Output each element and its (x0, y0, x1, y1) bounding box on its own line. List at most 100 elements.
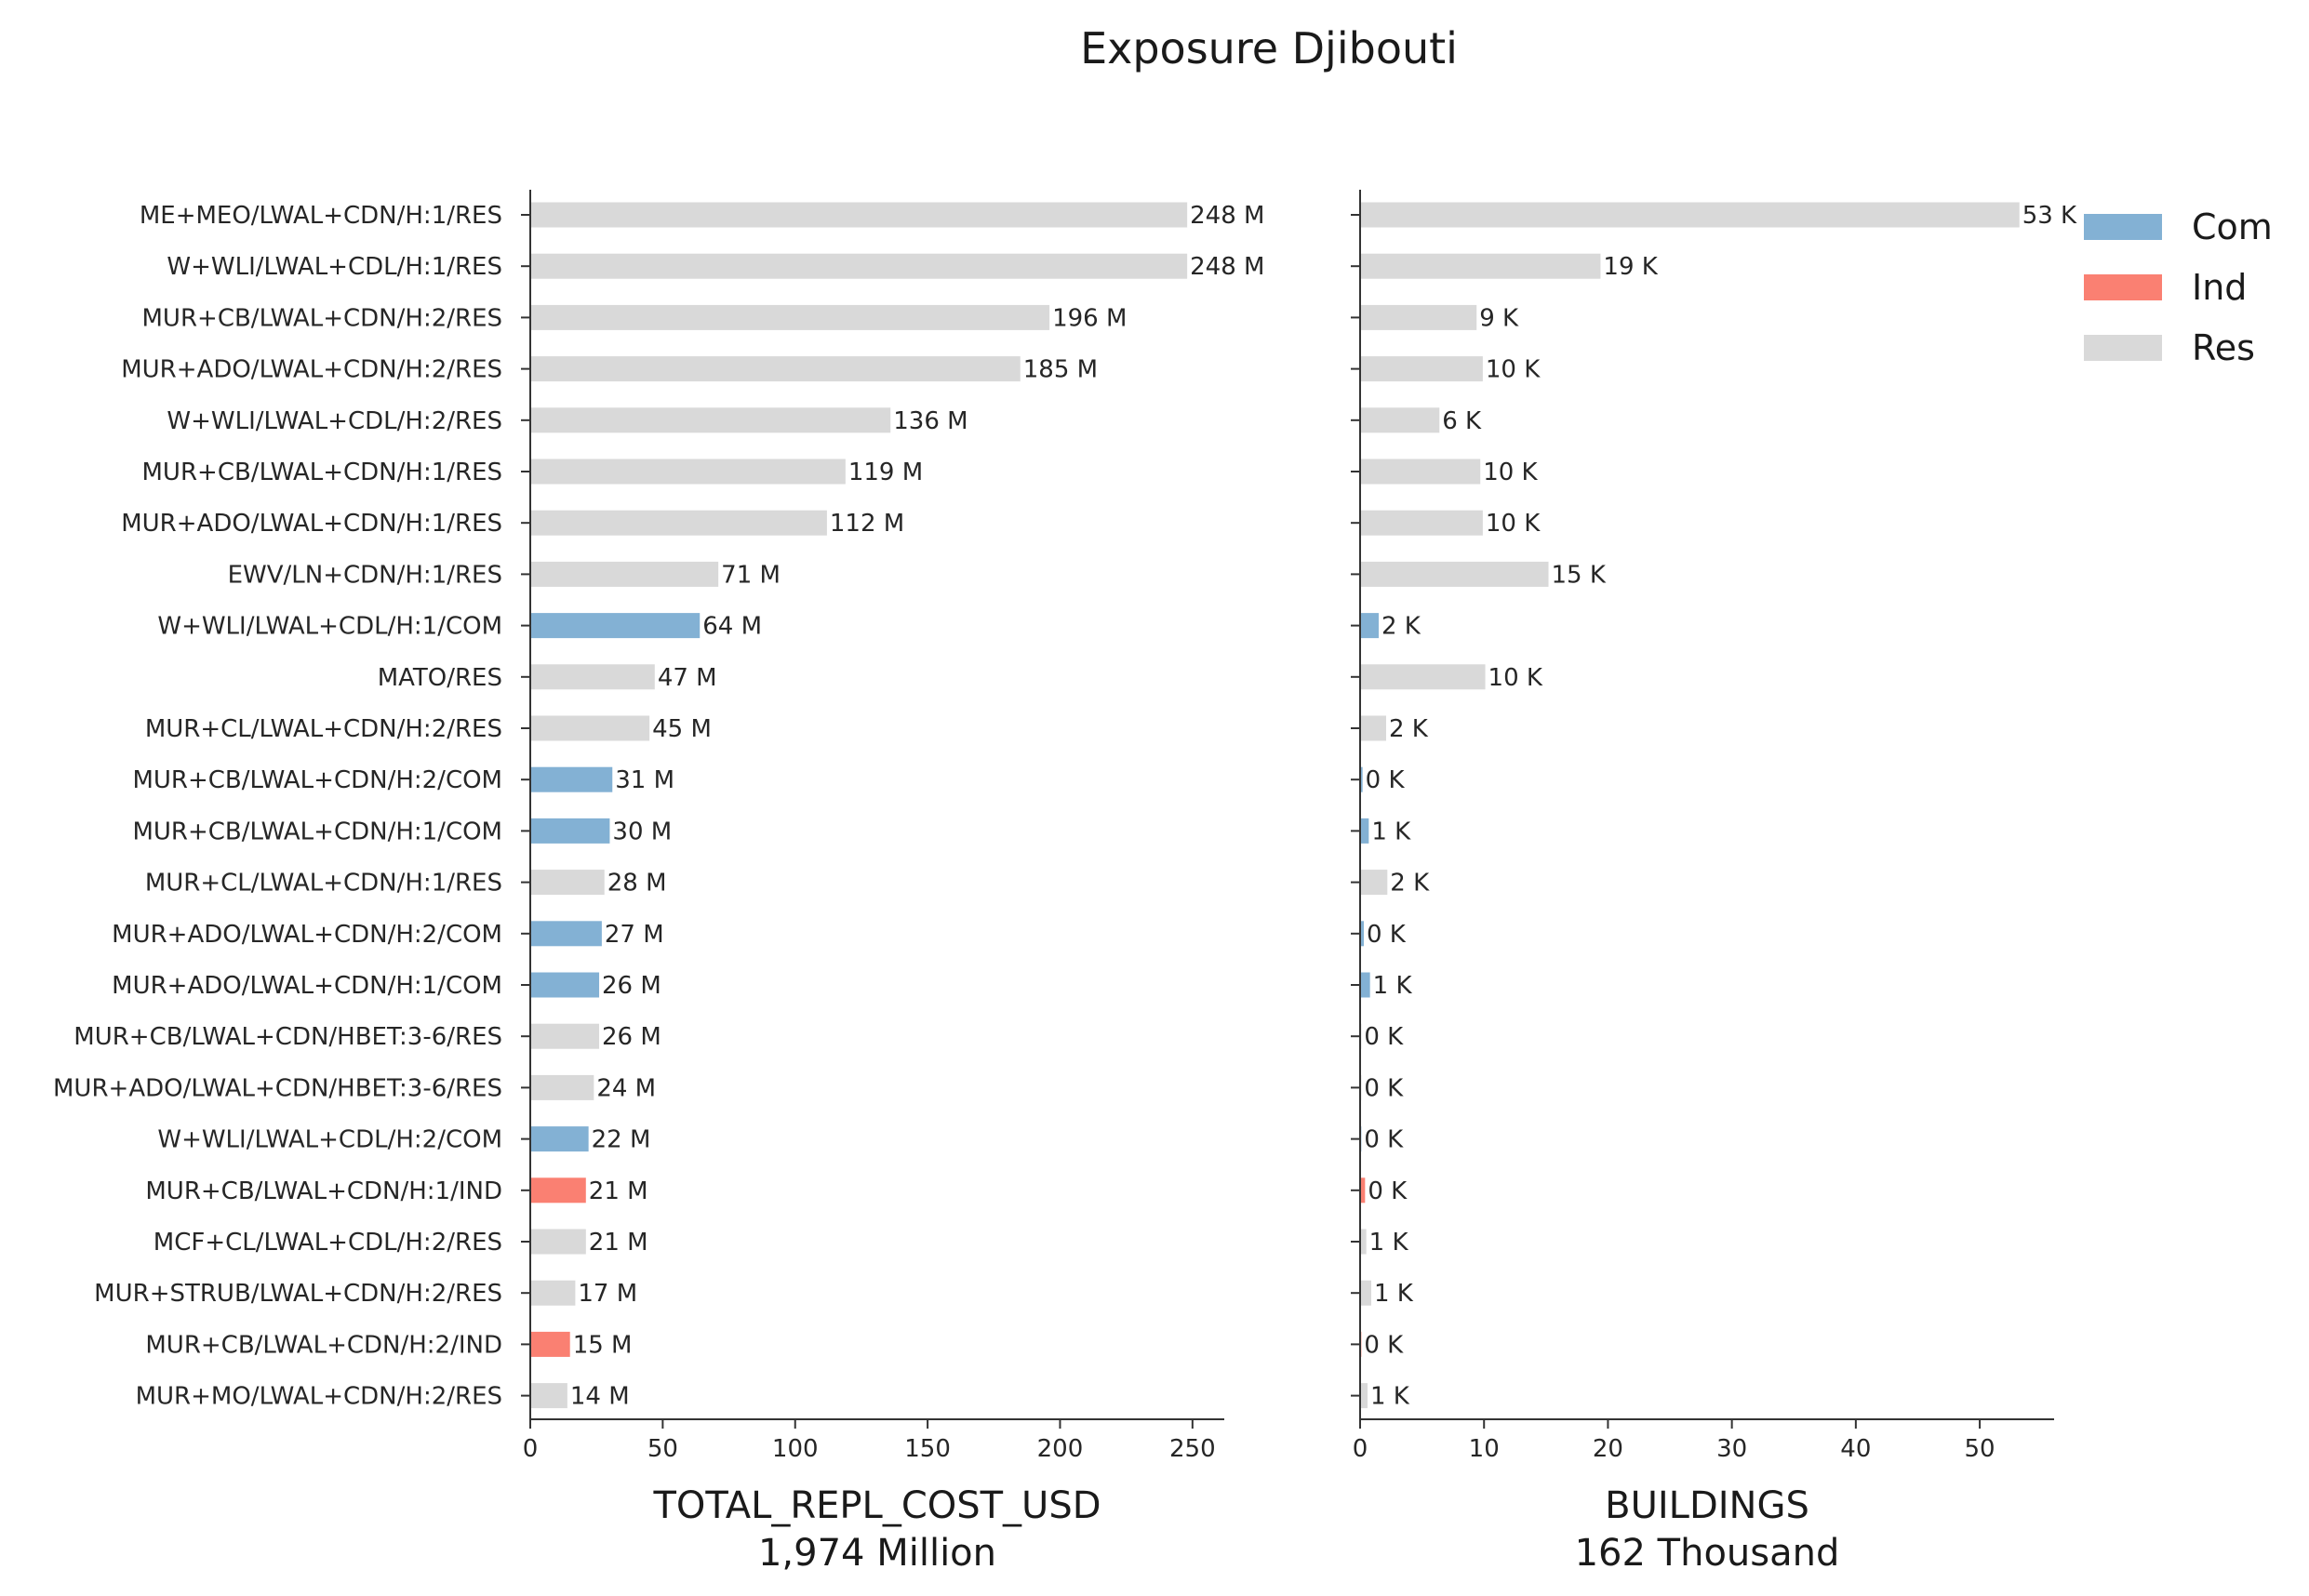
category-label-w-wli-lwal-cdl-h-2-com: W+WLI/LWAL+CDL/H:2/COM (157, 1126, 502, 1154)
bar-cost-mur-cb-lwal-cdn-h-1-com (531, 818, 610, 844)
bar-cost-mur-cb-lwal-cdn-h-2-com (531, 766, 613, 792)
data-label-cost-w-wli-lwal-cdl-h-1-res: 248 M (1190, 253, 1264, 281)
data-label-cost-mur-ado-lwal-cdn-h-1-res: 112 M (830, 510, 904, 538)
data-label-cost-w-wli-lwal-cdl-h-2-res: 136 M (893, 407, 968, 435)
category-label-mur-cl-lwal-cdn-h-2-res: MUR+CL/LWAL+CDN/H:2/RES (145, 715, 502, 743)
x-tick-label-buildings-30: 30 (1716, 1435, 1747, 1463)
legend-swatch-res (2084, 335, 2162, 361)
x-tick-label-cost-200: 200 (1037, 1435, 1084, 1463)
data-label-cost-mur-cl-lwal-cdn-h-2-res: 45 M (652, 715, 712, 743)
data-label-buildings-mur-cb-lwal-cdn-hbet-3-6-res: 0 K (1364, 1023, 1404, 1051)
legend: Com Ind Res (2084, 206, 2273, 368)
bar-cost-mur-ado-lwal-cdn-h-2-res (531, 356, 1021, 382)
data-label-buildings-mcf-cl-lwal-cdl-h-2-res: 1 K (1369, 1229, 1409, 1257)
bar-cost-w-wli-lwal-cdl-h-1-res (531, 253, 1188, 279)
data-label-cost-mur-ado-lwal-cdn-h-1-com: 26 M (602, 972, 661, 1000)
data-label-cost-ewv-ln-cdn-h-1-res: 71 M (721, 561, 781, 589)
data-label-cost-mur-cb-lwal-cdn-hbet-3-6-res: 26 M (602, 1023, 661, 1051)
category-label-mur-strub-lwal-cdn-h-2-res: MUR+STRUB/LWAL+CDN/H:2/RES (94, 1280, 502, 1308)
data-label-buildings-mur-ado-lwal-cdn-h-1-com: 1 K (1373, 972, 1413, 1000)
data-label-buildings-mur-cb-lwal-cdn-h-1-res: 10 K (1483, 459, 1538, 486)
category-label-mur-ado-lwal-cdn-h-1-res: MUR+ADO/LWAL+CDN/H:1/RES (121, 510, 502, 538)
bar-buildings-mur-cb-lwal-cdn-h-1-ind (1361, 1177, 1366, 1204)
bar-buildings-w-wli-lwal-cdl-h-1-res (1361, 253, 1601, 279)
data-label-buildings-mur-ado-lwal-cdn-h-2-com: 0 K (1367, 921, 1407, 949)
data-label-buildings-w-wli-lwal-cdl-h-1-res: 19 K (1603, 253, 1658, 281)
bar-cost-mato-res (531, 664, 655, 690)
bar-cost-me-meo-lwal-cdn-h-1-res (531, 202, 1188, 228)
x-axis-subtitle-buildings: 162 Thousand (1575, 1532, 1840, 1575)
data-label-buildings-mur-cb-lwal-cdn-h-2-ind: 0 K (1364, 1331, 1404, 1359)
legend-label-com: Com (2192, 206, 2273, 247)
bar-cost-mur-ado-lwal-cdn-hbet-3-6-res (531, 1074, 594, 1100)
data-label-buildings-mur-cb-lwal-cdn-h-1-ind: 0 K (1368, 1177, 1408, 1205)
data-label-buildings-mur-ado-lwal-cdn-h-2-res: 10 K (1486, 356, 1541, 384)
bar-buildings-mur-ado-lwal-cdn-h-2-com (1361, 921, 1364, 947)
bar-buildings-mur-ado-lwal-cdn-h-1-com (1361, 972, 1370, 998)
legend-swatch-com (2084, 214, 2162, 240)
x-tick-label-cost-150: 150 (904, 1435, 951, 1463)
x-tick-label-cost-50: 50 (647, 1435, 678, 1463)
bar-buildings-mcf-cl-lwal-cdl-h-2-res (1361, 1229, 1367, 1255)
bar-cost-mur-ado-lwal-cdn-h-1-res (531, 510, 827, 536)
bar-cost-mur-cb-lwal-cdn-h-1-ind (531, 1177, 586, 1204)
bar-buildings-mur-cb-lwal-cdn-h-2-com (1361, 766, 1363, 792)
legend-swatch-ind (2084, 274, 2162, 300)
bar-cost-mur-ado-lwal-cdn-h-1-com (531, 972, 600, 998)
bar-buildings-mur-cb-lwal-cdn-h-2-res (1361, 304, 1477, 330)
replacement-cost-panel: ME+MEO/LWAL+CDN/H:1/RES 248 M W+WLI/LWAL+C… (53, 190, 1264, 1575)
category-label-mur-cb-lwal-cdn-h-1-res: MUR+CB/LWAL+CDN/H:1/RES (142, 459, 503, 486)
data-label-cost-mur-cb-lwal-cdn-h-2-com: 31 M (615, 766, 674, 794)
bar-buildings-mur-mo-lwal-cdn-h-2-res (1361, 1383, 1368, 1409)
bar-buildings-mur-cl-lwal-cdn-h-2-res (1361, 715, 1386, 741)
data-label-buildings-mur-cl-lwal-cdn-h-2-res: 2 K (1389, 715, 1429, 743)
bar-cost-mcf-cl-lwal-cdl-h-2-res (531, 1229, 586, 1255)
x-tick-label-buildings-50: 50 (1965, 1435, 1995, 1463)
data-label-buildings-mur-ado-lwal-cdn-hbet-3-6-res: 0 K (1364, 1074, 1404, 1102)
category-label-mur-ado-lwal-cdn-hbet-3-6-res: MUR+ADO/LWAL+CDN/HBET:3-6/RES (53, 1074, 502, 1102)
bar-cost-mur-cb-lwal-cdn-h-1-res (531, 459, 846, 485)
bar-cost-mur-ado-lwal-cdn-h-2-com (531, 921, 602, 947)
bar-cost-mur-cl-lwal-cdn-h-1-res (531, 870, 605, 896)
x-tick-label-cost-0: 0 (523, 1435, 539, 1463)
data-label-buildings-ewv-ln-cdn-h-1-res: 15 K (1551, 561, 1606, 589)
data-label-buildings-mato-res: 10 K (1488, 664, 1543, 692)
bar-buildings-me-meo-lwal-cdn-h-1-res (1361, 202, 2020, 228)
category-label-mur-cb-lwal-cdn-h-2-ind: MUR+CB/LWAL+CDN/H:2/IND (145, 1331, 502, 1359)
data-label-cost-mur-ado-lwal-cdn-h-2-res: 185 M (1023, 356, 1098, 384)
bar-buildings-mato-res (1361, 664, 1486, 690)
data-label-cost-mur-mo-lwal-cdn-h-2-res: 14 M (570, 1383, 630, 1411)
bar-cost-mur-mo-lwal-cdn-h-2-res (531, 1383, 567, 1409)
data-label-buildings-mur-cb-lwal-cdn-h-2-com: 0 K (1366, 766, 1406, 794)
data-label-cost-mcf-cl-lwal-cdl-h-2-res: 21 M (589, 1229, 648, 1257)
category-label-mur-mo-lwal-cdn-h-2-res: MUR+MO/LWAL+CDN/H:2/RES (136, 1383, 502, 1411)
x-tick-label-buildings-10: 10 (1469, 1435, 1500, 1463)
data-label-cost-mur-cb-lwal-cdn-h-2-res: 196 M (1052, 304, 1127, 332)
bar-buildings-mur-ado-lwal-cdn-h-2-res (1361, 356, 1483, 382)
bar-buildings-ewv-ln-cdn-h-1-res (1361, 561, 1549, 587)
category-label-mur-cb-lwal-cdn-h-1-com: MUR+CB/LWAL+CDN/H:1/COM (132, 818, 502, 845)
x-axis-title-cost: TOTAL_REPL_COST_USD (652, 1484, 1101, 1527)
x-axis-title-buildings: BUILDINGS (1605, 1484, 1809, 1527)
data-label-buildings-mur-strub-lwal-cdn-h-2-res: 1 K (1374, 1280, 1414, 1308)
category-label-me-meo-lwal-cdn-h-1-res: ME+MEO/LWAL+CDN/H:1/RES (140, 202, 502, 230)
data-label-cost-mato-res: 47 M (658, 664, 717, 692)
data-label-buildings-mur-cb-lwal-cdn-h-2-res: 9 K (1479, 304, 1519, 332)
data-label-cost-mur-cb-lwal-cdn-h-1-ind: 21 M (589, 1177, 648, 1205)
data-label-buildings-w-wli-lwal-cdl-h-1-com: 2 K (1381, 613, 1421, 641)
bar-cost-mur-strub-lwal-cdn-h-2-res (531, 1280, 576, 1306)
data-label-cost-mur-ado-lwal-cdn-h-2-com: 27 M (605, 921, 664, 949)
bar-cost-mur-cl-lwal-cdn-h-2-res (531, 715, 650, 741)
bar-buildings-w-wli-lwal-cdl-h-2-res (1361, 407, 1440, 433)
data-label-cost-mur-cb-lwal-cdn-h-1-com: 30 M (612, 818, 672, 845)
data-label-cost-me-meo-lwal-cdn-h-1-res: 248 M (1190, 202, 1264, 230)
chart-title: Exposure Djibouti (1080, 23, 1458, 73)
data-label-cost-w-wli-lwal-cdl-h-1-com: 64 M (702, 613, 762, 641)
data-label-cost-mur-ado-lwal-cdn-hbet-3-6-res: 24 M (596, 1074, 656, 1102)
data-label-buildings-mur-mo-lwal-cdn-h-2-res: 1 K (1370, 1383, 1410, 1411)
bar-cost-mur-cb-lwal-cdn-h-2-res (531, 304, 1050, 330)
category-label-mcf-cl-lwal-cdl-h-2-res: MCF+CL/LWAL+CDL/H:2/RES (153, 1229, 502, 1257)
category-label-w-wli-lwal-cdl-h-1-com: W+WLI/LWAL+CDL/H:1/COM (157, 613, 502, 641)
bar-cost-mur-cb-lwal-cdn-h-2-ind (531, 1331, 570, 1357)
